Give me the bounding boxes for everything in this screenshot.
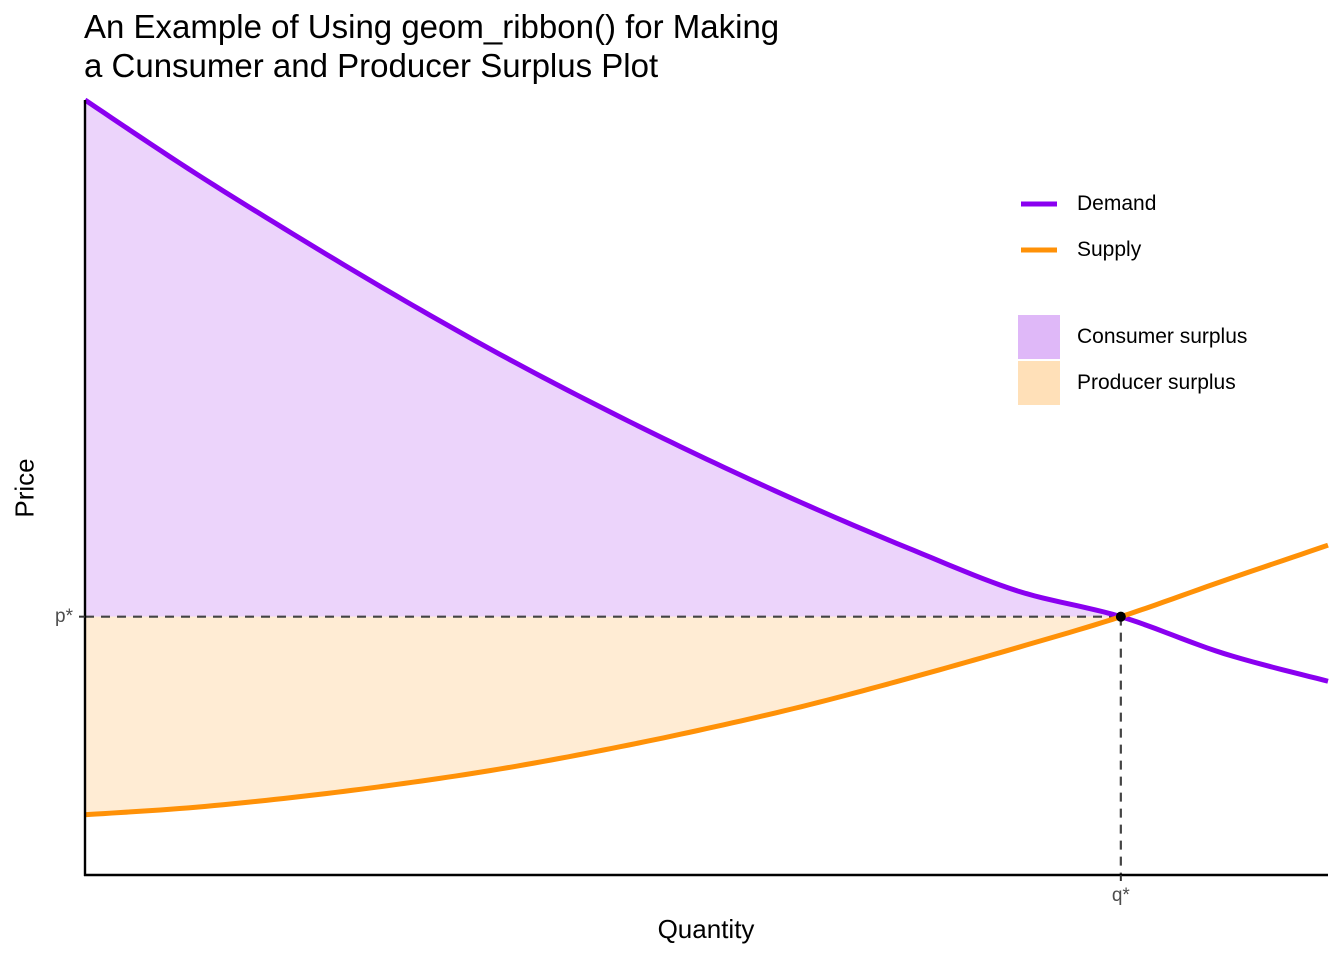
chart-title-line-1: An Example of Using geom_ribbon() for Ma…: [84, 8, 780, 45]
area-consumer-surplus: [85, 100, 1121, 617]
chart-title-line-2: a Cunsumer and Producer Surplus Plot: [84, 47, 659, 84]
legend: [1018, 201, 1060, 405]
legend-label-demand: Demand: [1077, 192, 1157, 215]
x-tick-label: q*: [1111, 885, 1130, 906]
surplus-area-layer: [85, 100, 1121, 815]
equilibrium-point: [1115, 611, 1126, 622]
x-axis-title: Quantity: [657, 914, 755, 944]
axis-layer: [79, 100, 1328, 881]
area-producer-surplus: [85, 616, 1121, 815]
legend-label-supply: Supply: [1077, 238, 1142, 261]
y-axis-title: Price: [9, 458, 40, 518]
reference-line-layer: [85, 615, 1122, 875]
y-tick-label: p*: [55, 605, 73, 627]
legend-label-producer-surplus: Producer surplus: [1077, 371, 1236, 394]
legend-key-producer-surplus: [1018, 361, 1060, 405]
legend-label-consumer-surplus: Consumer surplus: [1077, 325, 1248, 348]
curve-layer: [83, 97, 1329, 818]
legend-key-consumer-surplus: [1018, 315, 1060, 359]
